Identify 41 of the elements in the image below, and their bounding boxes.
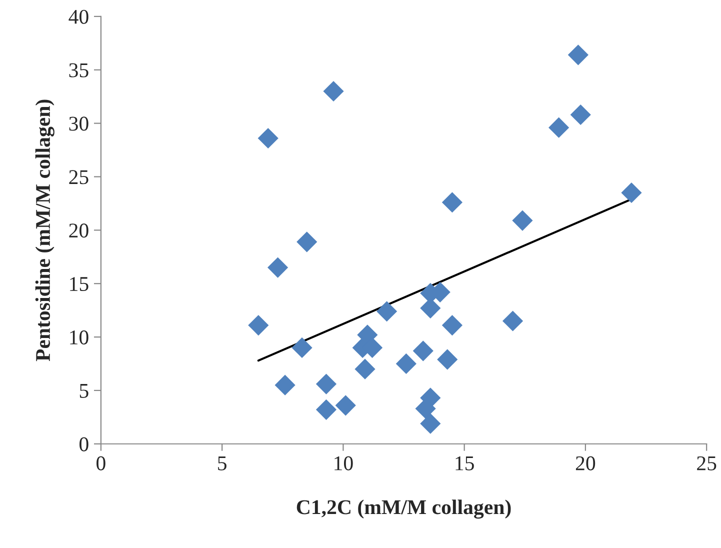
point (437, 349, 458, 370)
point (412, 340, 434, 362)
point (548, 117, 570, 138)
x-tick-label: 15 (456, 456, 474, 470)
point (376, 301, 398, 322)
point (335, 395, 356, 416)
point (258, 128, 278, 149)
x-axis-title: C1,2C (mM/M collagen) (296, 500, 511, 519)
x-tick-label: 0 (96, 456, 106, 470)
point (316, 399, 337, 420)
y-tick-label: 25 (69, 170, 88, 184)
point (267, 257, 288, 278)
y-tick-label: 40 (68, 10, 88, 24)
point (354, 358, 376, 380)
point (296, 232, 318, 252)
point (396, 353, 416, 374)
point (274, 374, 296, 396)
y-tick-label: 15 (70, 277, 88, 292)
y-tick-label: 20 (69, 224, 88, 238)
y-tick-label: 5 (80, 384, 88, 398)
y-axis-title: Pentosidine (mM/M collagen) (35, 100, 54, 362)
point (442, 314, 463, 336)
y-tick-label: 0 (80, 437, 88, 452)
point (568, 44, 588, 66)
x-tick-label: 25 (697, 456, 716, 470)
y-tick-label: 35 (69, 63, 88, 78)
point (442, 192, 463, 213)
x-tick-label: 20 (576, 456, 596, 470)
point (248, 314, 269, 336)
point (621, 182, 642, 204)
point (316, 374, 337, 394)
x-tick-label: 10 (334, 456, 353, 470)
point (323, 80, 344, 102)
y-tick-label: 10 (70, 330, 88, 344)
point (570, 104, 591, 126)
point (512, 210, 533, 231)
point (420, 413, 441, 434)
x-tick-label: 5 (218, 456, 226, 470)
point (292, 337, 312, 358)
point (502, 310, 524, 332)
y-tick-label: 30 (69, 116, 88, 131)
